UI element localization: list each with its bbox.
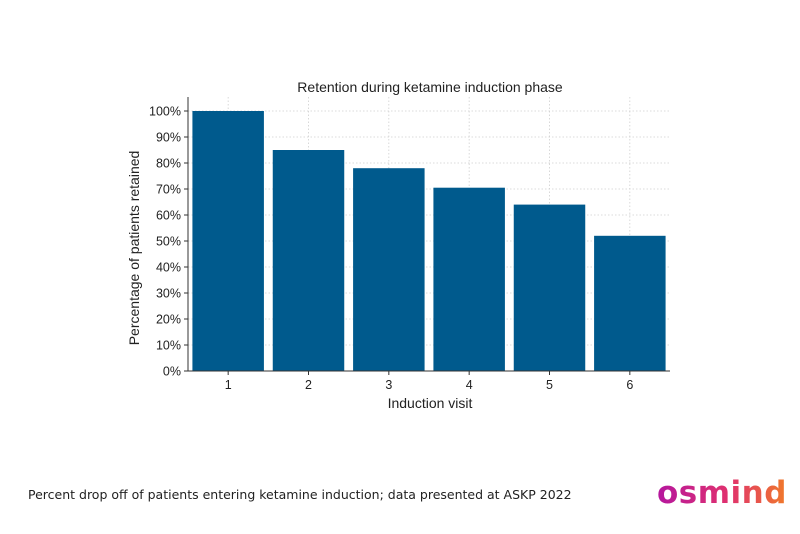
y-axis-label: Percentage of patients retained	[126, 151, 142, 346]
bar-visit-4	[433, 187, 505, 371]
y-tick-label: 70%	[156, 183, 181, 197]
x-tick-label: 5	[546, 378, 553, 392]
bar-visit-3	[353, 168, 425, 371]
bar-visit-2	[272, 150, 345, 371]
y-tick-label: 100%	[149, 105, 181, 119]
y-tick-label: 60%	[156, 209, 181, 223]
y-tick-label: 40%	[156, 261, 181, 275]
y-tick-label: 20%	[156, 313, 181, 327]
x-tick-label: 4	[466, 378, 473, 392]
x-axis-label: Induction visit	[388, 395, 473, 411]
x-tick-label: 2	[305, 378, 312, 392]
y-tick-label: 0%	[163, 365, 181, 379]
bars	[192, 111, 666, 371]
y-tick-label: 80%	[156, 157, 181, 171]
x-tick-labels: 1 2 3 4 5 6	[225, 378, 634, 392]
axes	[184, 97, 670, 375]
bar-visit-5	[513, 204, 586, 371]
x-tick-label: 1	[225, 378, 232, 392]
y-tick-label: 50%	[156, 235, 181, 249]
x-tick-label: 3	[385, 378, 392, 392]
y-tick-label: 90%	[156, 131, 181, 145]
x-tick-label: 6	[626, 378, 633, 392]
y-tick-label: 30%	[156, 287, 181, 301]
bar-visit-1	[192, 111, 264, 371]
y-tick-labels: 0% 10% 20% 30% 40% 50% 60% 70% 80% 90% 100%	[149, 105, 181, 379]
figure-caption: Percent drop off of patients entering ke…	[28, 487, 572, 502]
y-tick-label: 10%	[156, 339, 181, 353]
osmind-logo: osmind	[657, 475, 787, 511]
chart-title: Retention during ketamine induction phas…	[297, 79, 563, 95]
bar-visit-6	[594, 235, 666, 371]
